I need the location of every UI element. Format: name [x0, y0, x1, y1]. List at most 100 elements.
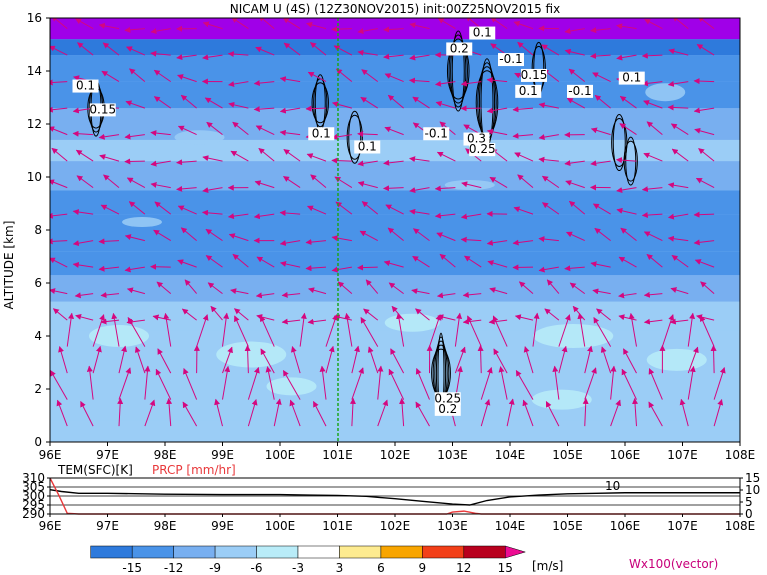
wind-arrow-376	[641, 212, 663, 219]
wind-arrow-302	[517, 41, 534, 56]
wind-arrow-90	[176, 159, 197, 166]
wind-arrow-30	[77, 42, 94, 56]
wind-arrow-348	[594, 94, 611, 109]
wind-arrow-166	[305, 265, 327, 272]
contour-label-13: 0.25	[469, 142, 496, 156]
colorbar-swatch-5	[256, 545, 299, 559]
wind-arrow-116	[234, 308, 249, 321]
temperature-line	[49, 489, 740, 506]
wind-arrow-137	[254, 180, 275, 189]
wind-arrow-149	[281, 291, 301, 298]
wind-arrow-318	[541, 44, 560, 56]
wind-arrow-189	[335, 68, 353, 82]
precip-tick-label-0: 15	[745, 471, 760, 485]
x-tick-label-8: 104E	[495, 448, 526, 462]
surface-x-tick-label-3: 99E	[211, 519, 234, 533]
wind-arrow-25	[76, 175, 94, 189]
wind-arrow-231	[412, 228, 430, 242]
x-tick-label-10: 106E	[610, 448, 641, 462]
wind-arrow-379	[646, 121, 663, 135]
wind-arrow-315	[538, 134, 559, 141]
wind-arrow-94	[176, 54, 197, 61]
wind-arrow-258	[477, 344, 484, 374]
wind-arrow-207	[357, 28, 378, 35]
contour-label-bg-6	[498, 53, 524, 67]
colorbar-label-0: -15	[122, 561, 142, 575]
wind-arrow-178	[351, 345, 360, 374]
wind-arrow-309	[546, 279, 560, 294]
colorbar-label-7: 9	[419, 561, 427, 575]
wind-arrow-383	[644, 18, 663, 30]
wind-arrow-143	[258, 18, 275, 29]
wind-arrow-98	[222, 346, 233, 374]
wind-arrow-212	[391, 305, 405, 321]
wind-arrow-55	[124, 234, 145, 242]
contour-ring-1-2	[311, 82, 329, 124]
temp-tick-label-3: 295	[22, 498, 45, 512]
x-tick-label-12: 108E	[725, 448, 756, 462]
surface-x-tick-label-1: 97E	[96, 519, 119, 533]
wind-arrow-209	[388, 368, 405, 400]
wind-arrow-308	[544, 308, 560, 321]
wind-arrow-228	[415, 308, 430, 321]
wind-arrow-63	[124, 26, 145, 33]
contour-label-bg-9	[567, 84, 593, 98]
wind-arrow-130	[260, 348, 275, 374]
wind-arrow-290	[523, 346, 534, 374]
contour-label-10: 0.1	[622, 71, 641, 85]
wind-arrow-244	[437, 314, 456, 321]
wind-arrow-81	[183, 367, 198, 400]
wind-arrow-18	[92, 345, 102, 374]
wind-arrow-47	[98, 22, 120, 30]
wind-arrow-17	[86, 365, 94, 400]
wind-arrow-298	[514, 152, 534, 162]
wind-arrow-54	[124, 266, 145, 273]
wind-arrow-142	[255, 46, 275, 56]
y-tick-label-5: 10	[27, 170, 42, 184]
colorbar-swatch-9	[422, 545, 465, 559]
wind-arrow-177	[351, 367, 364, 400]
wind-arrow-32	[117, 397, 124, 427]
wind-arrow-174	[310, 42, 327, 56]
wind-arrow-264	[460, 213, 482, 220]
wind-arrow-271	[465, 18, 482, 29]
wind-arrow-229	[411, 288, 430, 295]
wind-arrow-396	[667, 104, 689, 111]
contour-label-3: 0.1	[358, 140, 377, 154]
contour-label-bg-4	[446, 42, 473, 56]
wind-arrow-250	[436, 151, 456, 162]
wind-arrow-313	[541, 175, 560, 189]
wind-arrow-199	[359, 230, 378, 242]
contour-label-bg-5	[469, 26, 496, 40]
wind-arrow-2	[58, 346, 68, 374]
wind-arrow-113	[247, 366, 260, 400]
wind-arrow-160	[313, 400, 327, 427]
wind-arrow-407	[693, 239, 715, 246]
vector-scale-note: Wx100(vector)	[629, 557, 718, 571]
wind-arrow-194	[367, 346, 379, 374]
chart-title: NICAM U (4S) (12Z30NOV2015) init:00Z25NO…	[230, 2, 560, 16]
wind-arrow-278	[487, 260, 508, 268]
contour-label-4: 0.2	[450, 41, 469, 55]
colorbar-swatch-10	[463, 545, 506, 559]
contour-label-7: 0.15	[521, 68, 548, 82]
wind-arrow-363	[619, 123, 637, 136]
wind-arrow-279	[486, 239, 508, 246]
main-x-axis: 96E 97E 98E 99E 100E 101E 102E 103E 104E 105E 106E…	[39, 442, 756, 462]
wind-arrow-322	[584, 345, 593, 374]
wind-arrow-87	[180, 227, 197, 241]
wind-arrow-364	[619, 95, 637, 109]
wind-arrow-397	[667, 80, 689, 87]
contour-label-2: 0.1	[312, 126, 331, 140]
wind-arrow-60	[125, 100, 146, 109]
wind-arrow-388	[669, 318, 689, 325]
wind-arrow-387	[687, 312, 696, 347]
wind-arrow-307	[558, 314, 571, 347]
colorbar-label-3: -6	[251, 561, 263, 575]
contour-label-0: 0.1	[76, 79, 95, 93]
wind-arrow-100	[210, 305, 223, 321]
wind-arrow-412	[693, 107, 715, 114]
wind-arrow-222	[383, 53, 404, 60]
wind-arrow-390	[671, 254, 689, 268]
